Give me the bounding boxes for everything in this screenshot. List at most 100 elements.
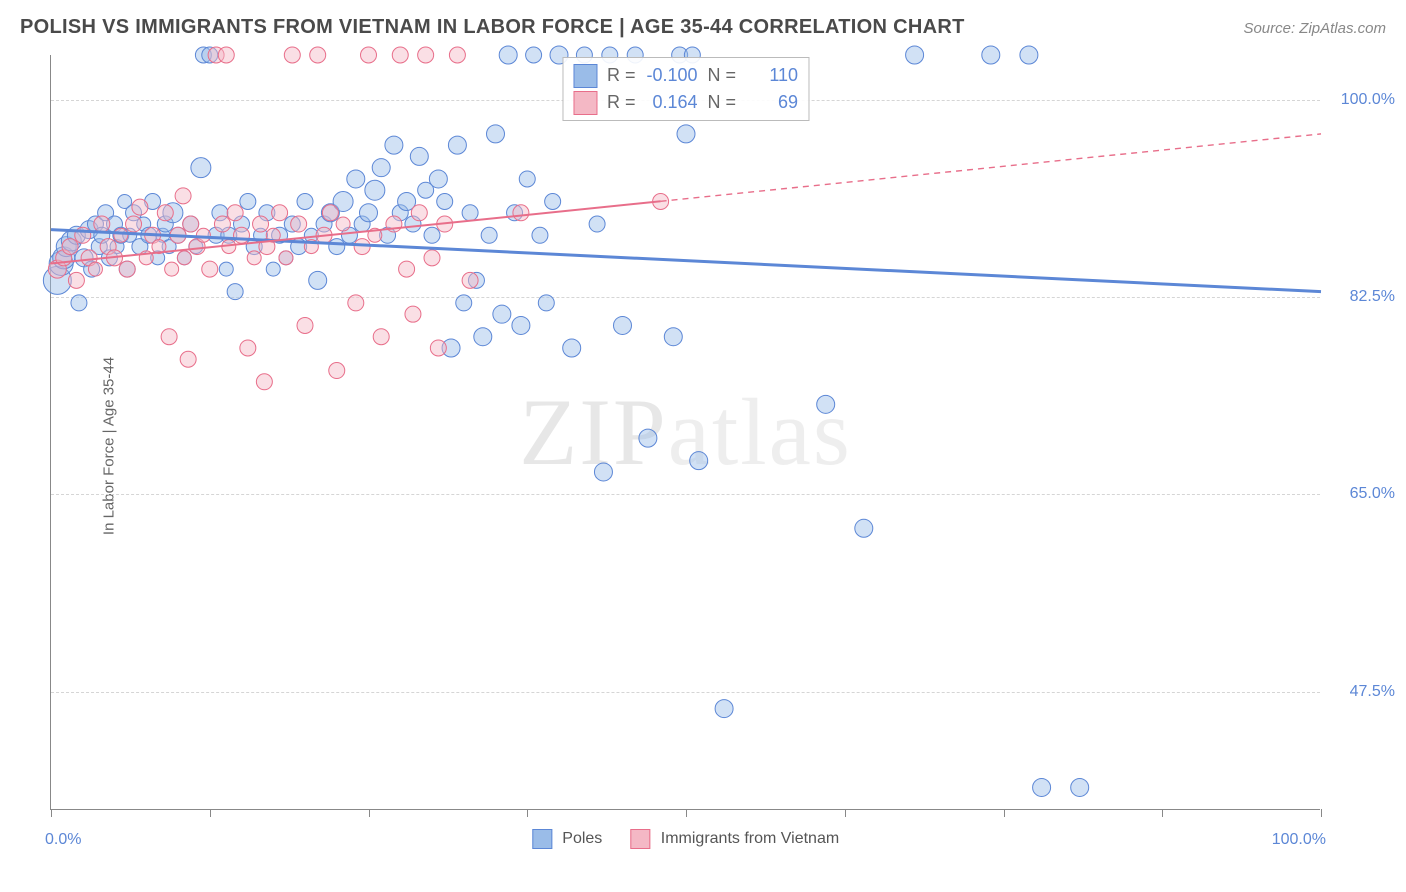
scatter-point — [177, 251, 191, 265]
scatter-point — [329, 363, 345, 379]
legend-label-poles: Poles — [562, 830, 602, 847]
scatter-point — [493, 305, 511, 323]
scatter-point — [456, 295, 472, 311]
scatter-point — [411, 205, 427, 221]
x-tick — [1162, 809, 1163, 817]
scatter-point — [183, 216, 199, 232]
scatter-point — [297, 317, 313, 333]
chart-title: POLISH VS IMMIGRANTS FROM VIETNAM IN LAB… — [20, 16, 965, 39]
y-tick-label: 100.0% — [1325, 91, 1395, 109]
scatter-point — [690, 452, 708, 470]
trend-line-extrapolated — [661, 134, 1321, 201]
scatter-point — [180, 351, 196, 367]
scatter-point — [227, 205, 243, 221]
scatter-point — [677, 125, 695, 143]
scatter-point — [360, 204, 378, 222]
x-tick — [1004, 809, 1005, 817]
scatter-point — [512, 316, 530, 334]
scatter-point — [545, 193, 561, 209]
scatter-point — [429, 170, 447, 188]
scatter-point — [563, 339, 581, 357]
legend-item-vietnam: Immigrants from Vietnam — [630, 829, 839, 849]
y-tick-label: 47.5% — [1325, 683, 1395, 701]
x-max-label: 100.0% — [1272, 831, 1326, 849]
scatter-point — [71, 295, 87, 311]
scatter-point — [161, 329, 177, 345]
scatter-point — [405, 306, 421, 322]
legend-swatch-poles — [532, 829, 552, 849]
scatter-point — [519, 171, 535, 187]
scatter-point — [664, 328, 682, 346]
scatter-point — [240, 340, 256, 356]
stats-row-vietnam: R = 0.164 N = 69 — [573, 89, 798, 116]
legend-label-vietnam: Immigrants from Vietnam — [661, 830, 839, 847]
scatter-point — [240, 193, 256, 209]
scatter-point — [284, 47, 300, 63]
scatter-point — [855, 519, 873, 537]
scatter-point — [487, 125, 505, 143]
scatter-point — [214, 216, 230, 232]
scatter-point — [373, 329, 389, 345]
scatter-point — [347, 170, 365, 188]
scatter-point — [88, 262, 102, 276]
scatter-point — [538, 295, 554, 311]
scatter-svg — [51, 55, 1320, 809]
y-tick-label: 65.0% — [1325, 485, 1395, 503]
scatter-point — [361, 47, 377, 63]
scatter-point — [191, 158, 211, 178]
scatter-point — [272, 205, 288, 221]
stats-row-poles: R = -0.100 N = 110 — [573, 62, 798, 89]
x-tick — [210, 809, 211, 817]
scatter-point — [399, 261, 415, 277]
plot-area: 47.5%65.0%82.5%100.0% 0.0% 100.0% ZIPatl… — [50, 55, 1320, 810]
chart-header: POLISH VS IMMIGRANTS FROM VIETNAM IN LAB… — [20, 16, 1386, 39]
stats-swatch-poles — [573, 64, 597, 88]
scatter-point — [266, 262, 280, 276]
scatter-point — [253, 216, 269, 232]
legend-item-poles: Poles — [532, 829, 602, 849]
scatter-point — [336, 217, 350, 231]
scatter-point — [202, 261, 218, 277]
scatter-point — [437, 193, 453, 209]
scatter-point — [1020, 46, 1038, 64]
scatter-point — [715, 700, 733, 718]
scatter-point — [126, 216, 142, 232]
scatter-point — [329, 239, 345, 255]
scatter-point — [291, 216, 307, 232]
stats-box: R = -0.100 N = 110 R = 0.164 N = 69 — [562, 57, 809, 121]
scatter-point — [132, 199, 148, 215]
x-tick — [845, 809, 846, 817]
scatter-point — [227, 284, 243, 300]
scatter-point — [165, 262, 179, 276]
scatter-point — [448, 136, 466, 154]
scatter-point — [449, 47, 465, 63]
scatter-point — [114, 228, 128, 242]
x-tick — [51, 809, 52, 817]
scatter-point — [219, 262, 233, 276]
stats-r-label: R = — [607, 89, 636, 116]
scatter-point — [322, 205, 338, 221]
scatter-point — [256, 374, 272, 390]
scatter-point — [462, 272, 478, 288]
scatter-point — [218, 47, 234, 63]
scatter-point — [392, 47, 408, 63]
scatter-point — [462, 205, 478, 221]
scatter-point — [982, 46, 1000, 64]
scatter-point — [532, 227, 548, 243]
scatter-point — [424, 227, 440, 243]
scatter-point — [639, 429, 657, 447]
scatter-point — [817, 395, 835, 413]
scatter-point — [234, 227, 250, 243]
scatter-point — [247, 251, 261, 265]
scatter-point — [157, 205, 173, 221]
stats-n-poles: 110 — [746, 62, 798, 89]
scatter-point — [614, 316, 632, 334]
scatter-point — [68, 272, 84, 288]
stats-swatch-vietnam — [573, 91, 597, 115]
scatter-point — [594, 463, 612, 481]
stats-r-poles: -0.100 — [646, 62, 698, 89]
scatter-point — [1071, 778, 1089, 796]
stats-n-label: N = — [708, 62, 737, 89]
scatter-point — [196, 228, 210, 242]
stats-n-label: N = — [708, 89, 737, 116]
